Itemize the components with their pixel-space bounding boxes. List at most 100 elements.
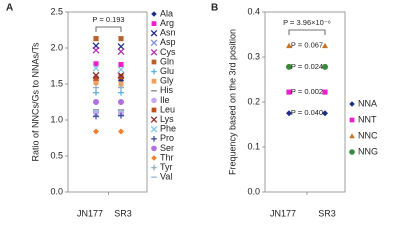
y-axis-title: Frequency based on the 3rd position xyxy=(227,29,237,175)
plot-frame xyxy=(264,11,346,193)
marker xyxy=(118,62,124,68)
marker xyxy=(349,149,355,155)
marker xyxy=(151,97,157,104)
marker xyxy=(117,48,125,56)
marker xyxy=(151,155,157,161)
marker xyxy=(93,113,99,120)
y-tick-label: 0.0 xyxy=(50,186,63,196)
legend-label: NNG xyxy=(358,146,378,156)
p-value-label: P = 0.024 xyxy=(291,62,323,71)
p-value-label: P = 0.040 xyxy=(291,108,323,117)
y-tick-label: 0.0 xyxy=(247,186,260,196)
marker xyxy=(150,125,158,133)
y-tick-label: 2.5 xyxy=(50,6,63,16)
legend-label: Ala xyxy=(160,8,173,18)
legend-label: Thr xyxy=(160,152,174,162)
marker xyxy=(118,74,124,80)
y-axis-title: Ratio of NNCs/Gs to NNAs/Ts xyxy=(30,42,40,162)
legend-label: Asn xyxy=(160,28,176,38)
marker xyxy=(322,42,328,49)
marker xyxy=(349,133,355,139)
marker xyxy=(93,75,99,81)
figure: A 0.0 0.5 1.0 1.5 2.0 2.5 Ratio of NNCs/Gs to N… xyxy=(6,3,378,219)
marker xyxy=(150,29,158,37)
marker xyxy=(118,128,124,135)
bracket-label: P = 3.96×10⁻⁶ xyxy=(283,18,331,27)
marker xyxy=(92,71,100,79)
marker xyxy=(150,116,158,123)
marker xyxy=(92,46,100,54)
marker xyxy=(118,112,124,119)
marker xyxy=(151,59,157,65)
plot-frame xyxy=(67,11,148,193)
marker xyxy=(151,78,157,84)
legend-label: Ile xyxy=(160,95,170,105)
marker xyxy=(151,68,157,75)
p-value-label: P = 0.002 xyxy=(291,87,323,96)
legend-label: Arg xyxy=(160,18,174,28)
legend-label: Pro xyxy=(160,133,174,143)
marker xyxy=(151,145,157,152)
legend-label: Phe xyxy=(160,124,176,134)
marker xyxy=(151,164,157,171)
marker xyxy=(93,89,99,96)
marker xyxy=(349,117,355,123)
marker xyxy=(286,110,292,117)
marker xyxy=(151,107,157,113)
marker xyxy=(322,89,328,95)
legend-label: His xyxy=(160,85,173,95)
y-tick-label: 1.5 xyxy=(50,78,63,88)
marker xyxy=(151,11,157,17)
marker xyxy=(286,42,292,49)
marker xyxy=(151,136,157,142)
y-tick-label: 0.4 xyxy=(247,6,260,16)
legend-label: Leu xyxy=(160,104,175,114)
x-tick-label: SR3 xyxy=(318,208,336,218)
y-tick-label: 1.0 xyxy=(50,114,63,124)
y-tick-label: 2.0 xyxy=(50,42,63,52)
marker xyxy=(322,63,328,70)
legend-label: NNC xyxy=(358,130,378,140)
y-tick-label: 0.3 xyxy=(247,51,260,61)
marker xyxy=(93,128,99,135)
marker xyxy=(93,61,99,67)
significance-bracket xyxy=(95,26,122,32)
marker xyxy=(93,36,99,42)
marker xyxy=(286,89,292,95)
legend-label: NNA xyxy=(358,98,377,108)
legend-label: Gln xyxy=(160,56,174,66)
legend-label: Cys xyxy=(160,47,176,57)
bracket-label: P = 0.193 xyxy=(92,15,124,24)
marker xyxy=(118,36,124,42)
marker xyxy=(150,49,158,56)
x-tick-label: JN177 xyxy=(77,208,103,218)
x-tick-label: SR3 xyxy=(114,208,132,218)
marker xyxy=(93,84,99,91)
marker xyxy=(118,99,124,105)
marker xyxy=(118,89,124,96)
legend-label: Val xyxy=(160,172,172,182)
p-value-label: P = 0.067 xyxy=(291,41,323,50)
marker xyxy=(118,84,124,91)
legend-label: Tyr xyxy=(160,162,173,172)
marker xyxy=(286,63,292,70)
y-tick-label: 0.2 xyxy=(247,96,260,106)
marker xyxy=(117,43,125,51)
y-tick-label: 0.5 xyxy=(50,150,63,160)
marker xyxy=(322,110,328,117)
legend-label: NNT xyxy=(358,114,377,124)
x-tick-label: JN177 xyxy=(270,208,296,218)
marker xyxy=(349,101,355,107)
marker xyxy=(151,21,157,26)
legend-label: Gly xyxy=(160,76,174,86)
legend-label: Glu xyxy=(160,66,174,76)
marker xyxy=(92,64,100,72)
legend-label: Asp xyxy=(160,37,176,47)
marker xyxy=(117,71,125,79)
panel-label: A xyxy=(6,3,13,14)
panel-label: B xyxy=(211,3,218,14)
significance-bracket xyxy=(288,29,326,35)
marker xyxy=(118,81,124,87)
marker xyxy=(150,39,158,47)
marker xyxy=(93,80,99,86)
